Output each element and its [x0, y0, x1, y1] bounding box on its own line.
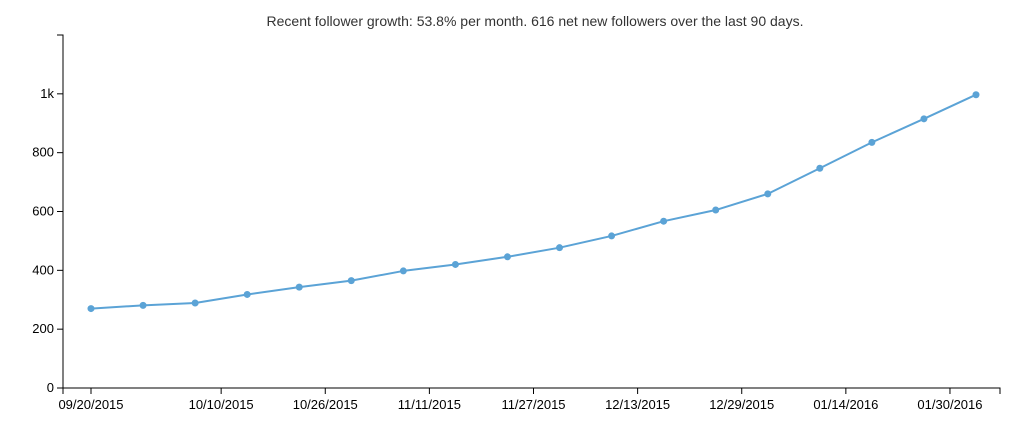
data-point [712, 206, 720, 214]
y-tick-label: 400 [32, 262, 54, 277]
data-point [608, 232, 616, 240]
y-tick-label: 0 [47, 380, 54, 395]
data-point [920, 115, 928, 123]
y-tick-label: 600 [32, 204, 54, 219]
x-tick-label: 11/27/2015 [501, 397, 565, 412]
data-point [87, 305, 95, 313]
data-point [347, 277, 355, 285]
x-tick-label: 09/20/2015 [58, 397, 123, 412]
data-point [764, 190, 772, 198]
data-point [556, 244, 564, 252]
data-point [295, 283, 303, 291]
x-axis-line [62, 387, 1001, 394]
data-point [243, 290, 251, 298]
x-tick-label: 01/30/2016 [917, 397, 982, 412]
x-tick-label: 12/13/2015 [605, 397, 670, 412]
data-point [816, 164, 824, 172]
x-tick-label: 10/26/2015 [293, 397, 358, 412]
x-tick-label: 11/11/2015 [398, 397, 461, 412]
x-tick-label: 01/14/2016 [813, 397, 878, 412]
x-tick-label: 12/29/2015 [709, 397, 774, 412]
chart-title: Recent follower growth: 53.8% per month.… [266, 13, 804, 29]
data-point [451, 260, 459, 268]
data-point [972, 91, 980, 99]
y-tick-label: 200 [32, 321, 54, 336]
data-point [660, 217, 668, 225]
series-line [90, 93, 977, 310]
data-point [139, 301, 147, 309]
x-tick-label: 10/10/2015 [189, 397, 254, 412]
data-point [868, 138, 876, 146]
data-point [191, 299, 199, 307]
y-tick-label: 1k [40, 86, 54, 101]
data-point [503, 253, 511, 261]
y-tick-label: 800 [32, 145, 54, 160]
data-point [399, 267, 407, 275]
